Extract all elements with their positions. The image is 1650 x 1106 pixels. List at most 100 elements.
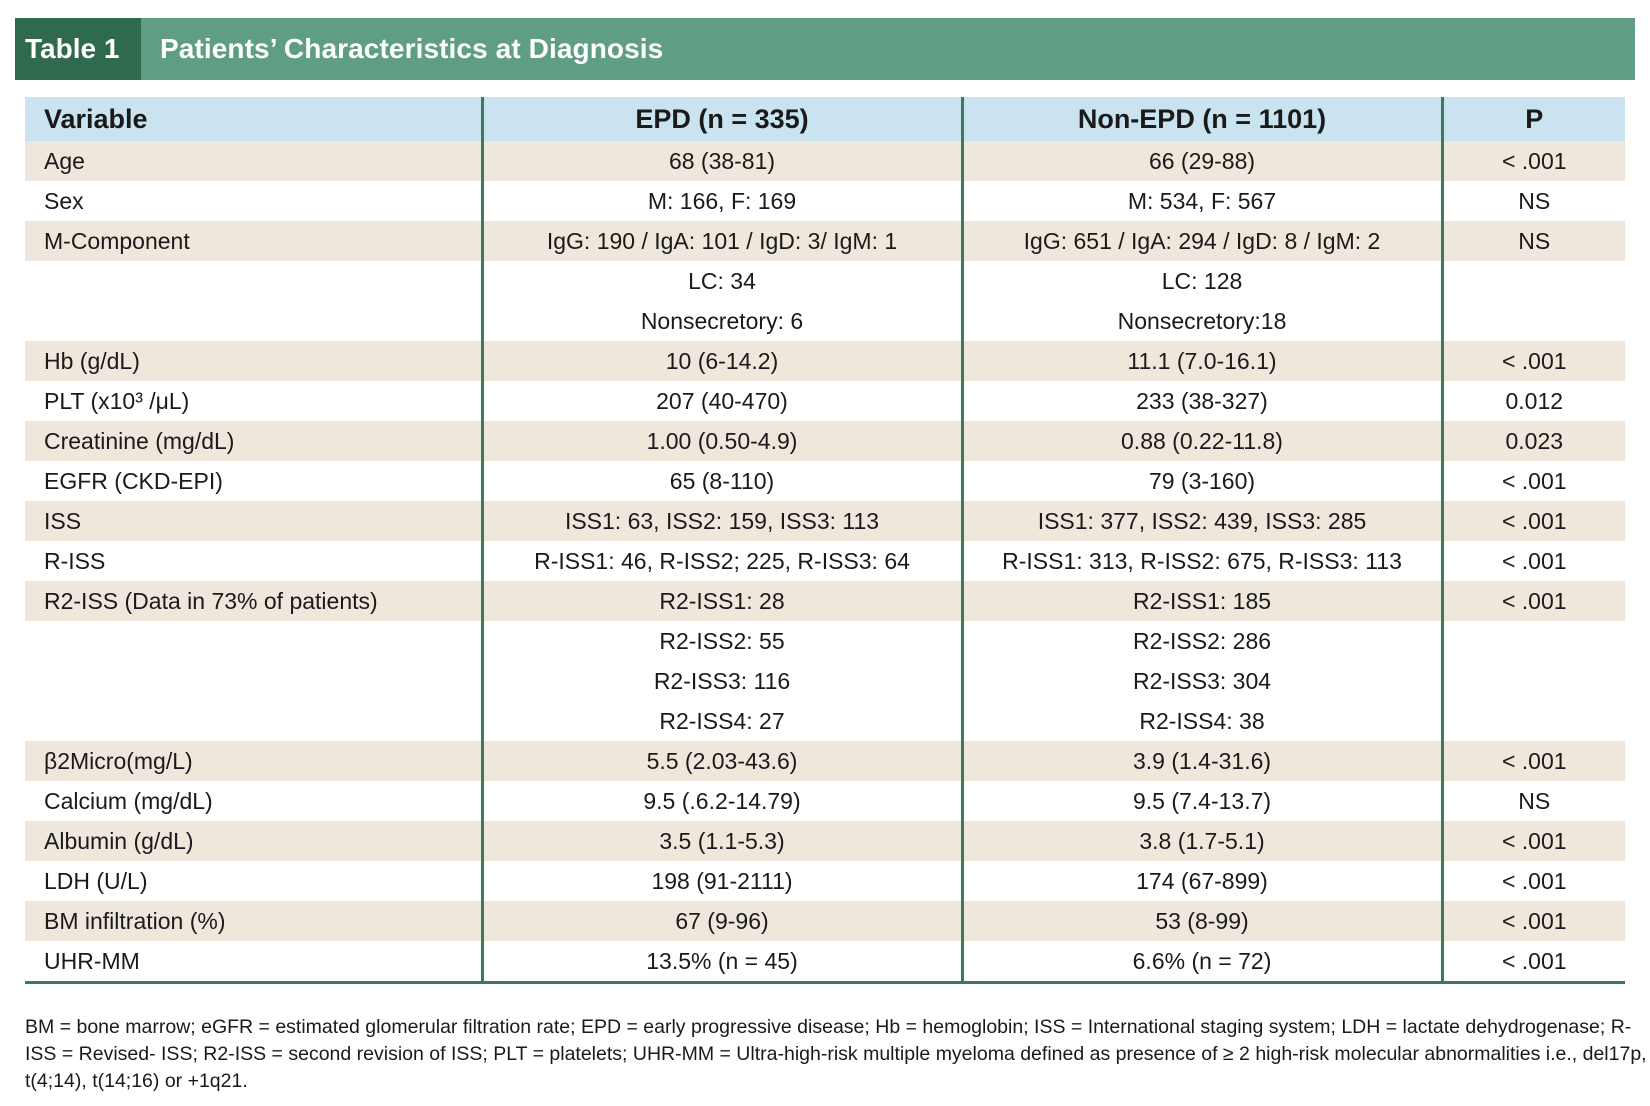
cell-p: NS — [1442, 221, 1625, 261]
cell-p: < .001 — [1442, 901, 1625, 941]
cell-non-epd: 0.88 (0.22-11.8) — [962, 421, 1444, 461]
characteristics-table: Variable EPD (n = 335) Non-EPD (n = 1101… — [25, 97, 1625, 984]
cell-variable — [25, 301, 484, 341]
cell-non-epd: LC: 128 — [962, 261, 1444, 301]
cell-p: 0.023 — [1442, 421, 1625, 461]
cell-p — [1442, 301, 1625, 341]
cell-variable: Age — [25, 141, 484, 181]
table-row: Creatinine (mg/dL) 1.00 (0.50-4.9) 0.88 (0… — [25, 421, 1625, 461]
cell-epd: M: 166, F: 169 — [482, 181, 964, 221]
table-row: LC: 34 LC: 128 — [25, 261, 1625, 301]
cell-p: < .001 — [1442, 461, 1625, 501]
cell-variable — [25, 621, 484, 661]
table-row: Nonsecretory: 6 Nonsecretory:18 — [25, 301, 1625, 341]
cell-epd: 65 (8-110) — [482, 461, 964, 501]
cell-non-epd: 11.1 (7.0-16.1) — [962, 341, 1444, 381]
cell-variable: UHR-MM — [25, 941, 484, 984]
cell-variable — [25, 661, 484, 701]
cell-variable: LDH (U/L) — [25, 861, 484, 901]
cell-epd: 13.5% (n = 45) — [482, 941, 964, 984]
cell-epd: 9.5 (.6.2-14.79) — [482, 781, 964, 821]
cell-p — [1442, 701, 1625, 741]
footnote-line: ISS = Revised- ISS; R2-ISS = second revi… — [25, 1043, 1647, 1065]
cell-epd: R-ISS1: 46, R-ISS2; 225, R-ISS3: 64 — [482, 541, 964, 581]
cell-p: NS — [1442, 781, 1625, 821]
cell-non-epd: R2-ISS2: 286 — [962, 621, 1444, 661]
cell-non-epd: R2-ISS1: 185 — [962, 581, 1444, 621]
cell-p: < .001 — [1442, 821, 1625, 861]
cell-epd: R2-ISS2: 55 — [482, 621, 964, 661]
header-variable: Variable — [25, 97, 484, 141]
cell-non-epd: 79 (3-160) — [962, 461, 1444, 501]
cell-variable — [25, 261, 484, 301]
table-row: PLT (x10³ /μL) 207 (40-470) 233 (38-327) 0.… — [25, 381, 1625, 421]
cell-non-epd: ISS1: 377, ISS2: 439, ISS3: 285 — [962, 501, 1444, 541]
cell-non-epd: R2-ISS3: 304 — [962, 661, 1444, 701]
table-row: ISS ISS1: 63, ISS2: 159, ISS3: 113 ISS1: 3… — [25, 501, 1625, 541]
cell-epd: 1.00 (0.50-4.9) — [482, 421, 964, 461]
cell-non-epd: 3.8 (1.7-5.1) — [962, 821, 1444, 861]
cell-p — [1442, 261, 1625, 301]
cell-p: < .001 — [1442, 741, 1625, 781]
cell-p: < .001 — [1442, 141, 1625, 181]
cell-epd: ISS1: 63, ISS2: 159, ISS3: 113 — [482, 501, 964, 541]
cell-non-epd: IgG: 651 / IgA: 294 / IgD: 8 / IgM: 2 — [962, 221, 1444, 261]
cell-variable: Sex — [25, 181, 484, 221]
table-row: UHR-MM 13.5% (n = 45) 6.6% (n = 72) < .001 — [25, 941, 1625, 984]
table-row: BM infiltration (%) 67 (9-96) 53 (8-99) < .… — [25, 901, 1625, 941]
table-number: Table 1 — [15, 18, 141, 80]
cell-epd: R2-ISS4: 27 — [482, 701, 964, 741]
cell-variable: Albumin (g/dL) — [25, 821, 484, 861]
table-row: LDH (U/L) 198 (91-2111) 174 (67-899) < .001 — [25, 861, 1625, 901]
cell-variable: R2-ISS (Data in 73% of patients) — [25, 581, 484, 621]
cell-non-epd: R-ISS1: 313, R-ISS2: 675, R-ISS3: 113 — [962, 541, 1444, 581]
cell-variable — [25, 701, 484, 741]
cell-epd: R2-ISS1: 28 — [482, 581, 964, 621]
table-row: Albumin (g/dL) 3.5 (1.1-5.3) 3.8 (1.7-5.1)… — [25, 821, 1625, 861]
cell-variable: ISS — [25, 501, 484, 541]
table-row: EGFR (CKD-EPI) 65 (8-110) 79 (3-160) < .001 — [25, 461, 1625, 501]
cell-p: < .001 — [1442, 941, 1625, 984]
cell-non-epd: 6.6% (n = 72) — [962, 941, 1444, 984]
table-title-bar: Table 1 Patients’ Characteristics at Dia… — [15, 18, 1635, 80]
cell-epd: 67 (9-96) — [482, 901, 964, 941]
cell-epd: 5.5 (2.03-43.6) — [482, 741, 964, 781]
cell-p: < .001 — [1442, 341, 1625, 381]
table-row: R-ISS R-ISS1: 46, R-ISS2; 225, R-ISS3: 64… — [25, 541, 1625, 581]
cell-non-epd: R2-ISS4: 38 — [962, 701, 1444, 741]
table-footnote: BM = bone marrow; eGFR = estimated glome… — [25, 1014, 1647, 1095]
cell-p: < .001 — [1442, 861, 1625, 901]
cell-epd: LC: 34 — [482, 261, 964, 301]
table-row: R2-ISS (Data in 73% of patients) R2-ISS1:… — [25, 581, 1625, 621]
cell-non-epd: M: 534, F: 567 — [962, 181, 1444, 221]
cell-variable: EGFR (CKD-EPI) — [25, 461, 484, 501]
cell-p: < .001 — [1442, 581, 1625, 621]
table-row: R2-ISS4: 27 R2-ISS4: 38 — [25, 701, 1625, 741]
cell-variable: Hb (g/dL) — [25, 341, 484, 381]
footnote-line: t(4;14), t(14;16) or +1q21. — [25, 1070, 248, 1092]
cell-epd: 3.5 (1.1-5.3) — [482, 821, 964, 861]
footnote-line: BM = bone marrow; eGFR = estimated glome… — [25, 1016, 1632, 1038]
cell-non-epd: Nonsecretory:18 — [962, 301, 1444, 341]
header-row: Variable EPD (n = 335) Non-EPD (n = 1101… — [25, 97, 1625, 141]
cell-epd: R2-ISS3: 116 — [482, 661, 964, 701]
table-title: Patients’ Characteristics at Diagnosis — [160, 33, 664, 64]
cell-epd: 68 (38-81) — [482, 141, 964, 181]
cell-non-epd: 66 (29-88) — [962, 141, 1444, 181]
table-row: Age 68 (38-81) 66 (29-88) < .001 — [25, 141, 1625, 181]
cell-non-epd: 9.5 (7.4-13.7) — [962, 781, 1444, 821]
cell-variable: M-Component — [25, 221, 484, 261]
table-row: Hb (g/dL) 10 (6-14.2) 11.1 (7.0-16.1) < .00… — [25, 341, 1625, 381]
header-non-epd: Non-EPD (n = 1101) — [962, 97, 1444, 141]
table-row: R2-ISS2: 55 R2-ISS2: 286 — [25, 621, 1625, 661]
cell-p — [1442, 621, 1625, 661]
cell-variable: R-ISS — [25, 541, 484, 581]
cell-epd: IgG: 190 / IgA: 101 / IgD: 3/ IgM: 1 — [482, 221, 964, 261]
table-row: M-Component IgG: 190 / IgA: 101 / IgD: 3/… — [25, 221, 1625, 261]
table-row: β2Micro(mg/L) 5.5 (2.03-43.6) 3.9 (1.4-31.… — [25, 741, 1625, 781]
cell-variable: BM infiltration (%) — [25, 901, 484, 941]
cell-variable: PLT (x10³ /μL) — [25, 381, 484, 421]
cell-epd: 10 (6-14.2) — [482, 341, 964, 381]
cell-variable: Calcium (mg/dL) — [25, 781, 484, 821]
cell-epd: 207 (40-470) — [482, 381, 964, 421]
